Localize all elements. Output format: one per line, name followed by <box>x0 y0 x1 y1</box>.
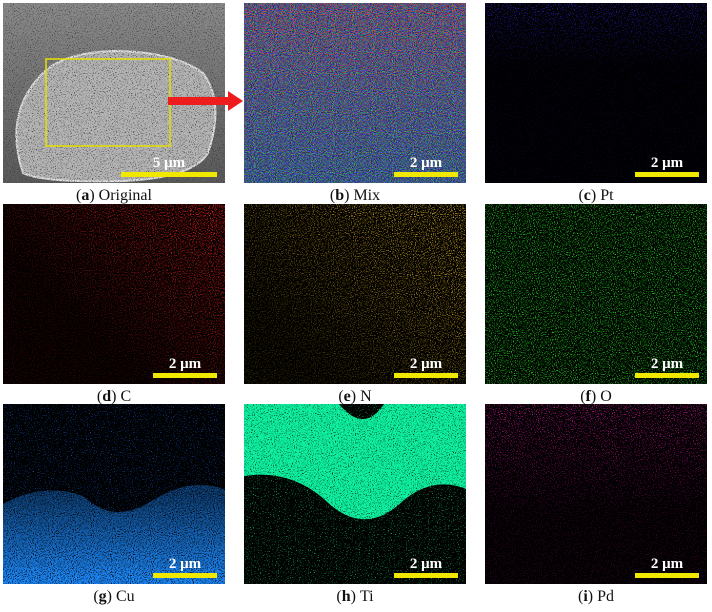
scale-label: 2 μm <box>410 556 443 572</box>
image <box>3 404 225 584</box>
speckle <box>485 404 707 584</box>
panel-letter: g <box>99 588 107 605</box>
panel-letter: d <box>102 388 111 405</box>
panel-letter: f <box>586 388 592 405</box>
image <box>244 404 466 584</box>
bracket: ( <box>578 187 583 204</box>
caption: (e) N <box>338 388 372 405</box>
panel: 2 μm (e) N <box>244 204 466 405</box>
speckle <box>244 204 466 384</box>
image <box>485 3 707 183</box>
scale-label: 2 μm <box>169 556 202 572</box>
speckle <box>244 404 466 520</box>
scale-bar <box>394 573 458 578</box>
speckle <box>485 204 707 384</box>
bracket: ( <box>330 187 335 204</box>
image <box>3 3 225 183</box>
scale-label: 2 μm <box>651 155 684 171</box>
image <box>244 204 466 384</box>
bracket: ) <box>351 388 356 405</box>
bracket: ) <box>351 588 356 605</box>
panel: 2 μm (d) C <box>3 204 225 405</box>
scale-label: 2 μm <box>410 356 443 372</box>
panel-name: C <box>120 388 131 405</box>
caption: (i) Pd <box>578 588 614 605</box>
panel-name: N <box>360 388 372 405</box>
bracket: ) <box>591 187 596 204</box>
panel-name: Mix <box>353 187 380 204</box>
scale-bar <box>635 172 699 177</box>
panel-name: Cu <box>116 588 135 605</box>
panel-letter: h <box>342 588 351 605</box>
panel-letter: b <box>335 187 344 204</box>
caption: (a) Original <box>76 187 153 204</box>
panel-name: O <box>600 388 612 405</box>
bracket: ) <box>89 187 94 204</box>
bracket: ) <box>107 588 112 605</box>
panel-name: Original <box>99 187 153 204</box>
arrow <box>168 91 243 111</box>
bracket: ) <box>111 388 116 405</box>
image <box>3 204 225 384</box>
speckle <box>3 204 225 384</box>
panel: 2 μm (i) Pd <box>485 404 707 605</box>
scale-bar <box>394 373 458 378</box>
scale-bar <box>121 172 217 177</box>
panel-letter: e <box>344 388 351 405</box>
panel-letter: i <box>583 588 588 605</box>
panel: 2 μm (f) O <box>485 204 707 405</box>
caption: (d) C <box>97 388 131 405</box>
panel: 2 μm (c) Pt <box>485 3 707 204</box>
bracket: ) <box>344 187 349 204</box>
speckle <box>244 3 466 183</box>
panel-name: Pt <box>600 187 614 204</box>
bracket: ( <box>97 388 102 405</box>
speckle <box>485 3 707 183</box>
speckle <box>3 3 225 183</box>
scale-label: 2 μm <box>169 356 202 372</box>
panel-name: Ti <box>360 588 374 605</box>
caption: (h) Ti <box>336 588 374 605</box>
scale-label: 2 μm <box>651 356 684 372</box>
speckle <box>3 484 225 584</box>
scale-label: 2 μm <box>410 155 443 171</box>
bracket: ( <box>338 388 343 405</box>
panel: 2 μm (b) Mix <box>244 3 466 204</box>
bracket: ( <box>578 588 583 605</box>
bracket: ( <box>76 187 81 204</box>
image <box>485 204 707 384</box>
panel-name: Pd <box>597 588 614 605</box>
panel: 5 μm (a) Original <box>3 3 225 204</box>
bracket: ( <box>580 388 585 405</box>
scale-bar <box>635 373 699 378</box>
panel-letter: c <box>584 187 591 204</box>
scale-bar <box>635 573 699 578</box>
scale-bar <box>394 172 458 177</box>
caption: (b) Mix <box>330 187 380 204</box>
scale-label: 2 μm <box>651 556 684 572</box>
scale-bar <box>153 373 217 378</box>
bracket: ( <box>336 588 341 605</box>
panel: 2 μm (g) Cu <box>3 404 225 605</box>
bracket: ) <box>588 588 593 605</box>
image <box>244 3 466 183</box>
scale-bar <box>153 573 217 578</box>
caption: (c) Pt <box>578 187 614 204</box>
image <box>485 404 707 584</box>
caption: (f) O <box>580 388 612 405</box>
caption: (g) Cu <box>93 588 134 605</box>
bracket: ( <box>93 588 98 605</box>
scale-label: 5 μm <box>153 155 186 171</box>
panel: 2 μm (h) Ti <box>244 404 466 605</box>
panel-letter: a <box>81 187 89 204</box>
bracket: ) <box>591 388 596 405</box>
